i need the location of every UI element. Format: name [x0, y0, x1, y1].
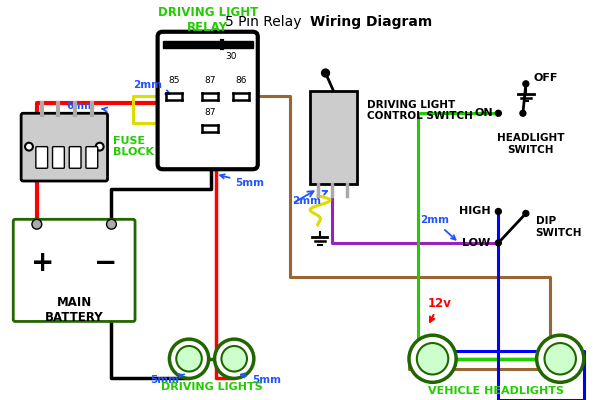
Text: MAIN
BATTERY: MAIN BATTERY	[45, 296, 103, 324]
Text: 6mm: 6mm	[66, 101, 107, 112]
Text: 30: 30	[226, 52, 237, 61]
FancyBboxPatch shape	[158, 32, 258, 169]
Text: 5mm: 5mm	[241, 374, 281, 385]
Text: FUSE
BLOCK: FUSE BLOCK	[113, 136, 154, 158]
Text: 2mm: 2mm	[133, 80, 170, 94]
Circle shape	[221, 346, 247, 372]
Text: 5 Pin Relay: 5 Pin Relay	[224, 15, 310, 29]
Text: DRIVING LIGHT
CONTROL SWITCH: DRIVING LIGHT CONTROL SWITCH	[367, 100, 473, 121]
Circle shape	[25, 143, 33, 150]
Text: DIP
SWITCH: DIP SWITCH	[536, 216, 582, 238]
FancyBboxPatch shape	[36, 147, 47, 168]
Circle shape	[523, 81, 529, 87]
Circle shape	[496, 110, 502, 116]
Circle shape	[417, 343, 448, 374]
Text: HIGH: HIGH	[459, 206, 491, 216]
Circle shape	[176, 346, 202, 372]
Text: HEADLIGHT
SWITCH: HEADLIGHT SWITCH	[497, 133, 565, 154]
FancyBboxPatch shape	[53, 147, 64, 168]
FancyBboxPatch shape	[13, 219, 135, 322]
Circle shape	[169, 339, 209, 378]
Text: −: −	[94, 248, 117, 276]
Text: 85: 85	[169, 76, 180, 85]
Circle shape	[32, 219, 42, 229]
FancyBboxPatch shape	[21, 113, 107, 181]
Text: 12v: 12v	[428, 297, 452, 322]
Text: ON: ON	[475, 108, 493, 118]
Bar	[163, 40, 253, 48]
Text: 5mm: 5mm	[150, 374, 184, 385]
Text: 87: 87	[204, 108, 215, 117]
Text: 2mm: 2mm	[420, 215, 455, 240]
Circle shape	[96, 143, 104, 150]
FancyBboxPatch shape	[86, 147, 98, 168]
Circle shape	[409, 335, 456, 382]
Circle shape	[215, 339, 254, 378]
Circle shape	[545, 343, 576, 374]
Text: +: +	[31, 248, 55, 276]
Text: 87: 87	[204, 76, 215, 85]
Text: DRIVING LIGHTS: DRIVING LIGHTS	[161, 382, 262, 392]
Circle shape	[536, 335, 584, 382]
Text: DRIVING LIGHT
RELAY: DRIVING LIGHT RELAY	[158, 6, 258, 34]
Circle shape	[107, 219, 116, 229]
Circle shape	[520, 110, 526, 116]
Text: OFF: OFF	[534, 73, 558, 83]
Text: Wiring Diagram: Wiring Diagram	[310, 15, 432, 29]
Circle shape	[496, 208, 502, 214]
Text: 5mm: 5mm	[220, 174, 264, 188]
Text: 86: 86	[235, 76, 247, 85]
Circle shape	[322, 69, 329, 77]
Text: LOW: LOW	[462, 238, 491, 248]
Circle shape	[523, 210, 529, 216]
Text: VEHICLE HEADLIGHTS: VEHICLE HEADLIGHTS	[428, 386, 565, 396]
FancyBboxPatch shape	[310, 91, 357, 184]
FancyBboxPatch shape	[69, 147, 81, 168]
Text: 2mm: 2mm	[292, 191, 327, 206]
Circle shape	[496, 240, 502, 246]
